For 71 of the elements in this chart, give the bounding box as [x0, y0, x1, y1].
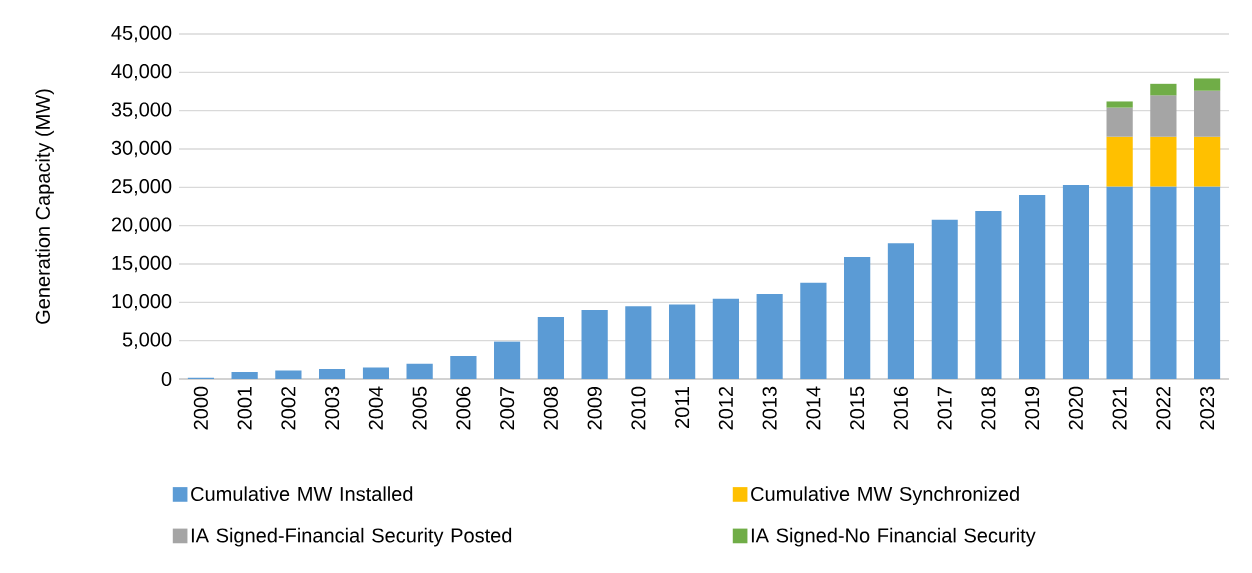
bar	[1194, 136, 1221, 187]
bar	[975, 211, 1002, 379]
legend-label: IA Signed-Financial Security Posted	[191, 527, 512, 547]
x-tick-label: 2008	[543, 386, 558, 430]
x-tick-label: 2009	[587, 386, 602, 430]
bar	[1150, 83, 1177, 96]
bar	[1150, 136, 1177, 187]
bar	[450, 355, 477, 379]
y-tick-label: 45,000	[111, 25, 172, 43]
legend-label: Cumulative MW Synchronized	[751, 486, 1019, 505]
x-tick-label: 2022	[1156, 386, 1171, 430]
x-tick-label: 2010	[631, 386, 646, 430]
x-tick-label: 2013	[762, 386, 777, 430]
y-tick-label: 15,000	[112, 255, 172, 273]
bar	[1019, 194, 1046, 379]
y-tick-label: 20,000	[111, 217, 172, 234]
y-tick-label: 30,000	[111, 140, 172, 158]
bar	[1194, 78, 1221, 91]
bar	[931, 219, 958, 379]
bar	[712, 298, 740, 379]
bar	[319, 369, 346, 379]
y-tick-label: 35,000	[111, 102, 172, 119]
x-tick-label: 2002	[281, 386, 296, 430]
bar	[1150, 186, 1177, 379]
bar	[1106, 101, 1133, 108]
x-tick-label: 2005	[412, 386, 427, 430]
x-tick-label: 2021	[1112, 386, 1127, 430]
bar	[1106, 186, 1133, 379]
y-tick-label: 40,000	[111, 64, 172, 81]
bar	[625, 306, 652, 379]
y-tick-label: 5,000	[122, 332, 172, 349]
bar	[887, 243, 914, 379]
x-tick-label: 2001	[237, 386, 252, 430]
x-tick-label: 2015	[850, 386, 865, 430]
bar	[494, 341, 521, 379]
x-tick-label: 2014	[806, 386, 821, 430]
y-axis-title: Generation Capacity (MW)	[35, 89, 54, 324]
bar	[1106, 136, 1133, 187]
x-tick-label: 2007	[500, 386, 515, 430]
bar	[1194, 90, 1221, 137]
y-tick-label: 0	[161, 371, 172, 387]
x-tick-label: 2018	[981, 386, 996, 430]
bar	[231, 372, 258, 379]
bar	[800, 282, 827, 379]
x-tick-label: 2011	[675, 386, 690, 428]
bar	[275, 370, 302, 379]
x-tick-label: 2006	[456, 386, 471, 430]
x-tick-label: 2023	[1200, 386, 1215, 430]
legend-label: Cumulative MW Installed	[191, 486, 413, 502]
bar	[1150, 95, 1177, 137]
bar	[844, 257, 871, 379]
bar	[756, 293, 783, 379]
bar	[1106, 107, 1133, 137]
bar	[406, 363, 433, 379]
bar	[537, 316, 565, 379]
y-tick-label: 10,000	[112, 294, 172, 311]
x-tick-label: 2017	[937, 386, 952, 430]
x-tick-label: 2003	[325, 386, 340, 430]
bar	[1194, 186, 1221, 379]
x-tick-label: 2000	[193, 386, 208, 430]
legend-label: IA Signed-No Financial Security	[751, 527, 1036, 547]
bar	[669, 304, 696, 379]
x-tick-label: 2016	[893, 386, 908, 430]
x-tick-label: 2004	[368, 386, 383, 430]
x-tick-label: 2020	[1068, 386, 1083, 430]
y-tick-label: 25,000	[111, 179, 172, 196]
x-tick-label: 2012	[718, 386, 733, 430]
bar	[581, 309, 608, 379]
x-tick-label: 2019	[1025, 386, 1040, 430]
bar	[1062, 185, 1089, 379]
bar	[362, 367, 390, 379]
